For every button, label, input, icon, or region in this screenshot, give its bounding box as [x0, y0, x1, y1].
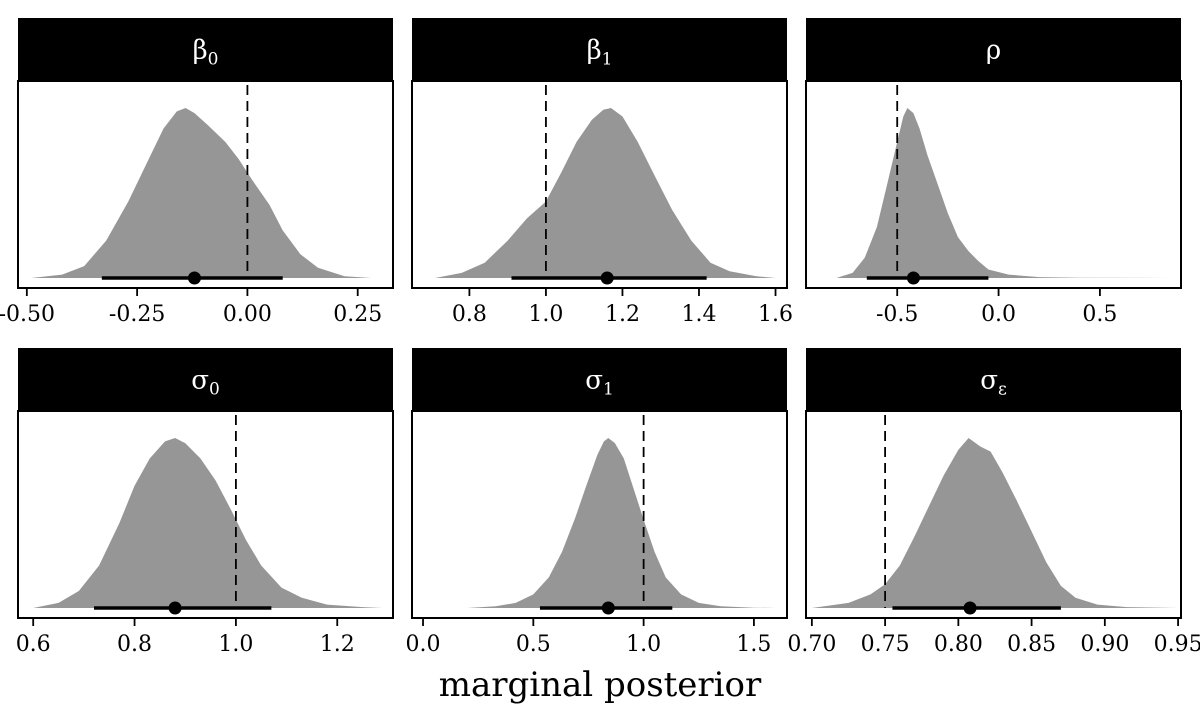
x-axis-label: marginal posterior — [439, 665, 762, 705]
point-estimate — [906, 271, 920, 285]
x-tick-label: 0.80 — [934, 632, 983, 657]
facet-panel-2: β1 0.8 1.0 1.2 1.4 1.6 — [411, 18, 793, 327]
x-tick-label: 0.8 — [117, 632, 152, 657]
x-tick-label: -0.5 — [876, 302, 918, 327]
facet-strip — [806, 18, 1181, 81]
x-tick-label: 1.0 — [528, 302, 563, 327]
x-tick-label: 0.8 — [452, 302, 487, 327]
x-tick-label: 1.5 — [736, 632, 771, 657]
x-tick-label: 0.00 — [223, 302, 272, 327]
point-estimate — [963, 601, 977, 615]
x-tick-label: 0.5 — [1082, 302, 1117, 327]
point-estimate — [600, 271, 614, 285]
facet-strip — [412, 348, 787, 411]
x-tick-label: 0.0 — [406, 632, 441, 657]
x-tick-label: 0.5 — [516, 632, 551, 657]
facet-title: β1 — [587, 36, 613, 70]
facet-strip — [18, 348, 393, 411]
panel-frame — [805, 80, 1182, 289]
x-tick-label: 1.2 — [320, 632, 355, 657]
posterior-density — [33, 438, 383, 608]
point-estimate — [168, 601, 182, 615]
x-tick-label: 0.0 — [981, 302, 1016, 327]
facet-strip — [18, 18, 393, 81]
x-tick-label: 1.4 — [681, 302, 716, 327]
facet-panels: β0 -0.50 -0.25 0.00 0.25 β1 0.8 1.0 1.2 1.4 1.6 ρ -0… — [0, 18, 1200, 657]
x-tick-label: 0.25 — [333, 302, 382, 327]
panel-frame — [411, 80, 788, 289]
panel-frame — [411, 410, 788, 619]
panel-frame — [805, 410, 1182, 619]
point-estimate — [601, 601, 615, 615]
facet-panel-4: σ0 0.6 0.8 1.0 1.2 — [16, 348, 394, 657]
point-estimate — [187, 271, 201, 285]
x-tick-label: -0.50 — [0, 302, 55, 327]
facet-title: β0 — [193, 36, 219, 70]
x-tick-label: 0.90 — [1080, 632, 1129, 657]
x-tick-label: 0.70 — [787, 632, 836, 657]
x-tick-label: 1.2 — [605, 302, 640, 327]
x-tick-label: 1.6 — [758, 302, 793, 327]
posterior-density — [435, 108, 776, 278]
x-tick-label: 0.75 — [861, 632, 910, 657]
posterior-density — [31, 108, 371, 278]
panel-frame — [17, 410, 394, 619]
x-tick-label: 0.95 — [1154, 632, 1200, 657]
facet-strip — [412, 18, 787, 81]
facet-panel-6: σε 0.70 0.75 0.80 0.85 0.90 0.95 — [787, 348, 1200, 657]
posterior-density — [811, 438, 1179, 608]
x-tick-label: 0.85 — [1007, 632, 1056, 657]
x-tick-label: 1.0 — [218, 632, 253, 657]
facet-panel-3: ρ -0.5 0.0 0.5 — [805, 18, 1182, 327]
facet-title: ρ — [986, 36, 1001, 66]
x-tick-label: 0.6 — [16, 632, 51, 657]
facet-strip — [806, 348, 1181, 411]
facet-panel-1: β0 -0.50 -0.25 0.00 0.25 — [0, 18, 394, 327]
posterior-density — [467, 438, 776, 608]
facet-panel-5: σ1 0.0 0.5 1.0 1.5 — [406, 348, 788, 657]
panel-frame — [17, 80, 394, 289]
facet-title: σε — [980, 366, 1007, 400]
x-tick-label: -0.25 — [109, 302, 165, 327]
x-tick-label: 1.0 — [626, 632, 661, 657]
facet-title: σ0 — [191, 366, 220, 400]
posterior-density — [836, 108, 1171, 278]
facet-title: σ1 — [585, 366, 614, 400]
